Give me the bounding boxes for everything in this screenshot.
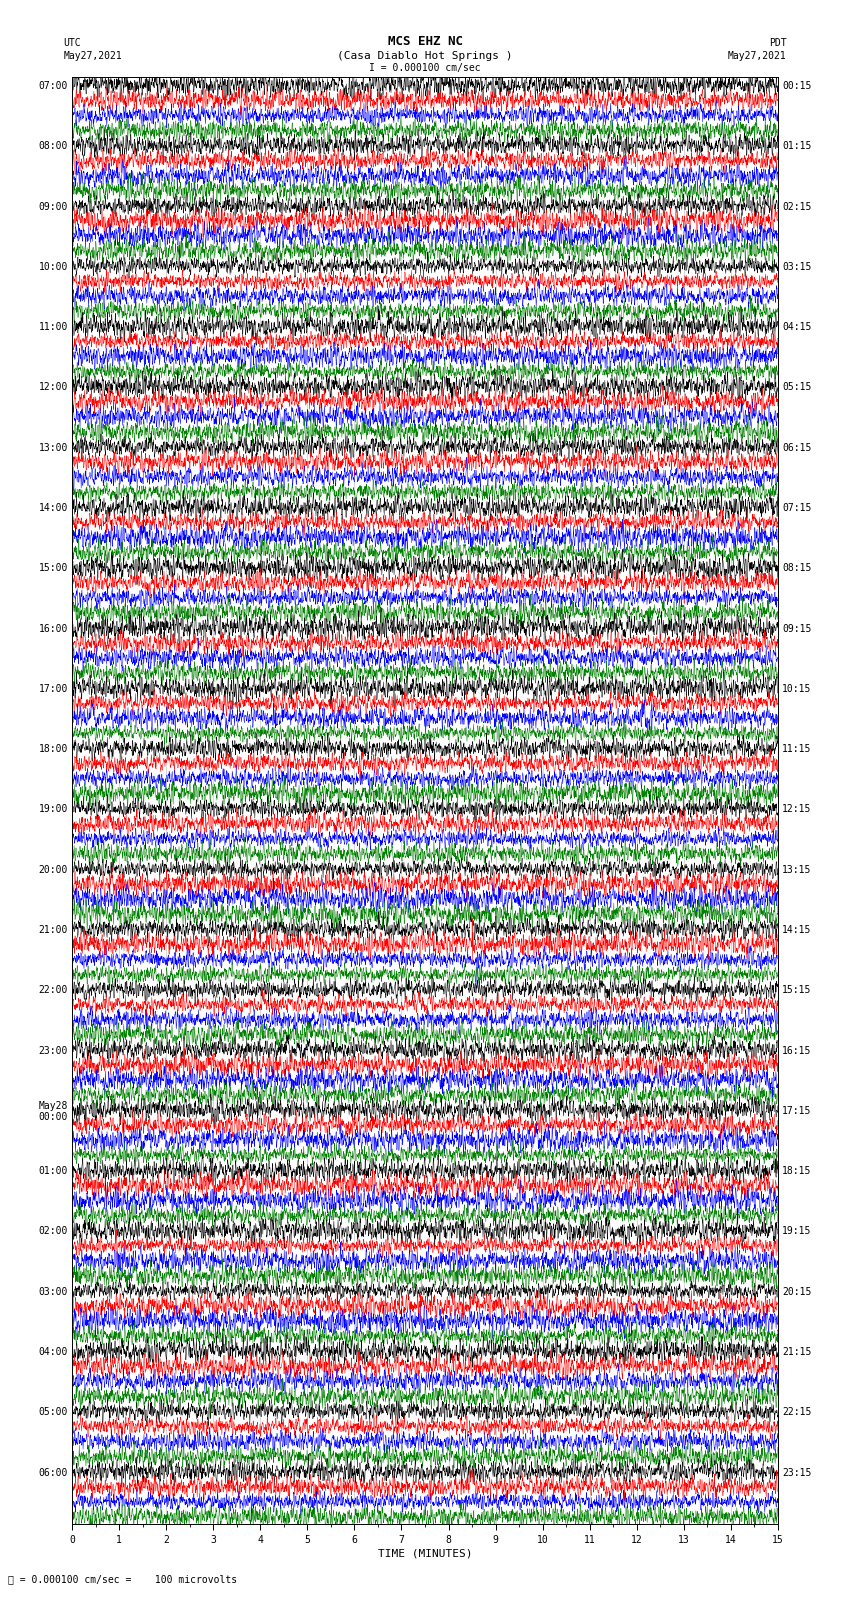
Text: I = 0.000100 cm/sec: I = 0.000100 cm/sec: [369, 63, 481, 73]
Text: May27,2021: May27,2021: [728, 52, 786, 61]
X-axis label: TIME (MINUTES): TIME (MINUTES): [377, 1548, 473, 1558]
Text: (Casa Diablo Hot Springs ): (Casa Diablo Hot Springs ): [337, 52, 513, 61]
Text: ⅀ = 0.000100 cm/sec =    100 microvolts: ⅀ = 0.000100 cm/sec = 100 microvolts: [8, 1574, 238, 1584]
Text: PDT: PDT: [768, 39, 786, 48]
Text: MCS EHZ NC: MCS EHZ NC: [388, 35, 462, 48]
Text: May27,2021: May27,2021: [64, 52, 122, 61]
Text: UTC: UTC: [64, 39, 82, 48]
